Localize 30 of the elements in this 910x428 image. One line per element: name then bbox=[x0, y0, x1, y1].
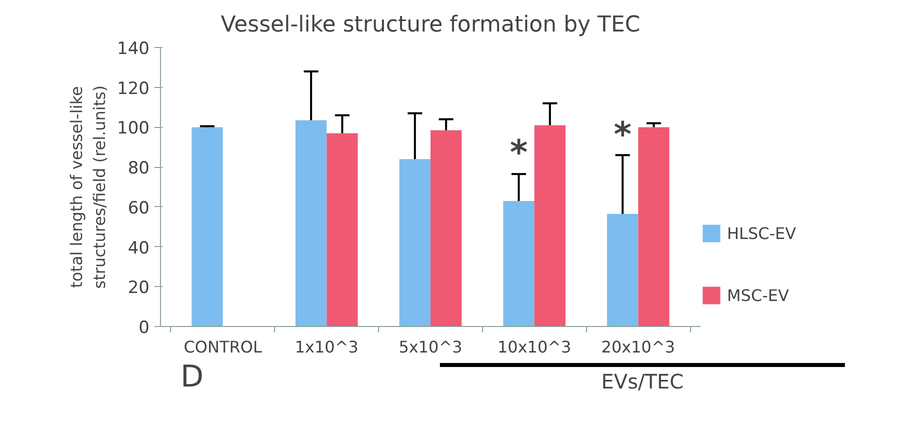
y-tick-label: 120 bbox=[117, 78, 150, 99]
y-tick-label: 20 bbox=[128, 278, 150, 298]
y-tick-label: 60 bbox=[128, 198, 150, 218]
y-tick-label: 0 bbox=[138, 318, 150, 338]
x-tick-label: 5x10^3 bbox=[398, 338, 462, 356]
y-tick-label: 80 bbox=[128, 158, 150, 179]
bar bbox=[399, 159, 430, 326]
bar bbox=[192, 127, 223, 326]
bar bbox=[638, 127, 670, 326]
x-tick-label: CONTROL bbox=[184, 338, 262, 356]
legend-label: HLSC-EV bbox=[727, 224, 796, 242]
chart-title: Vessel-like structure formation by TEC bbox=[220, 12, 640, 38]
bar bbox=[430, 130, 462, 326]
bar bbox=[534, 125, 566, 326]
text: D bbox=[180, 360, 204, 394]
x-axis-title: EVs/TEC bbox=[601, 369, 684, 394]
y-tick-label: 100 bbox=[117, 118, 150, 139]
legend-label: MSC-EV bbox=[727, 286, 789, 304]
y-tick-label: 140 bbox=[117, 39, 150, 59]
x-tick-label: 10x10^3 bbox=[497, 338, 572, 356]
annotation: * bbox=[614, 115, 632, 156]
x-tick-label: 1x10^3 bbox=[294, 338, 358, 356]
bar bbox=[607, 214, 638, 326]
x-tick-label: 20x10^3 bbox=[601, 338, 676, 356]
y-tick-label: 40 bbox=[128, 238, 150, 258]
bar bbox=[503, 200, 534, 326]
annotation: * bbox=[510, 133, 528, 174]
y-axis-title: total length of vessel-like structures/field (rel.units) bbox=[67, 85, 110, 289]
bar bbox=[326, 133, 358, 326]
bar bbox=[296, 120, 327, 326]
